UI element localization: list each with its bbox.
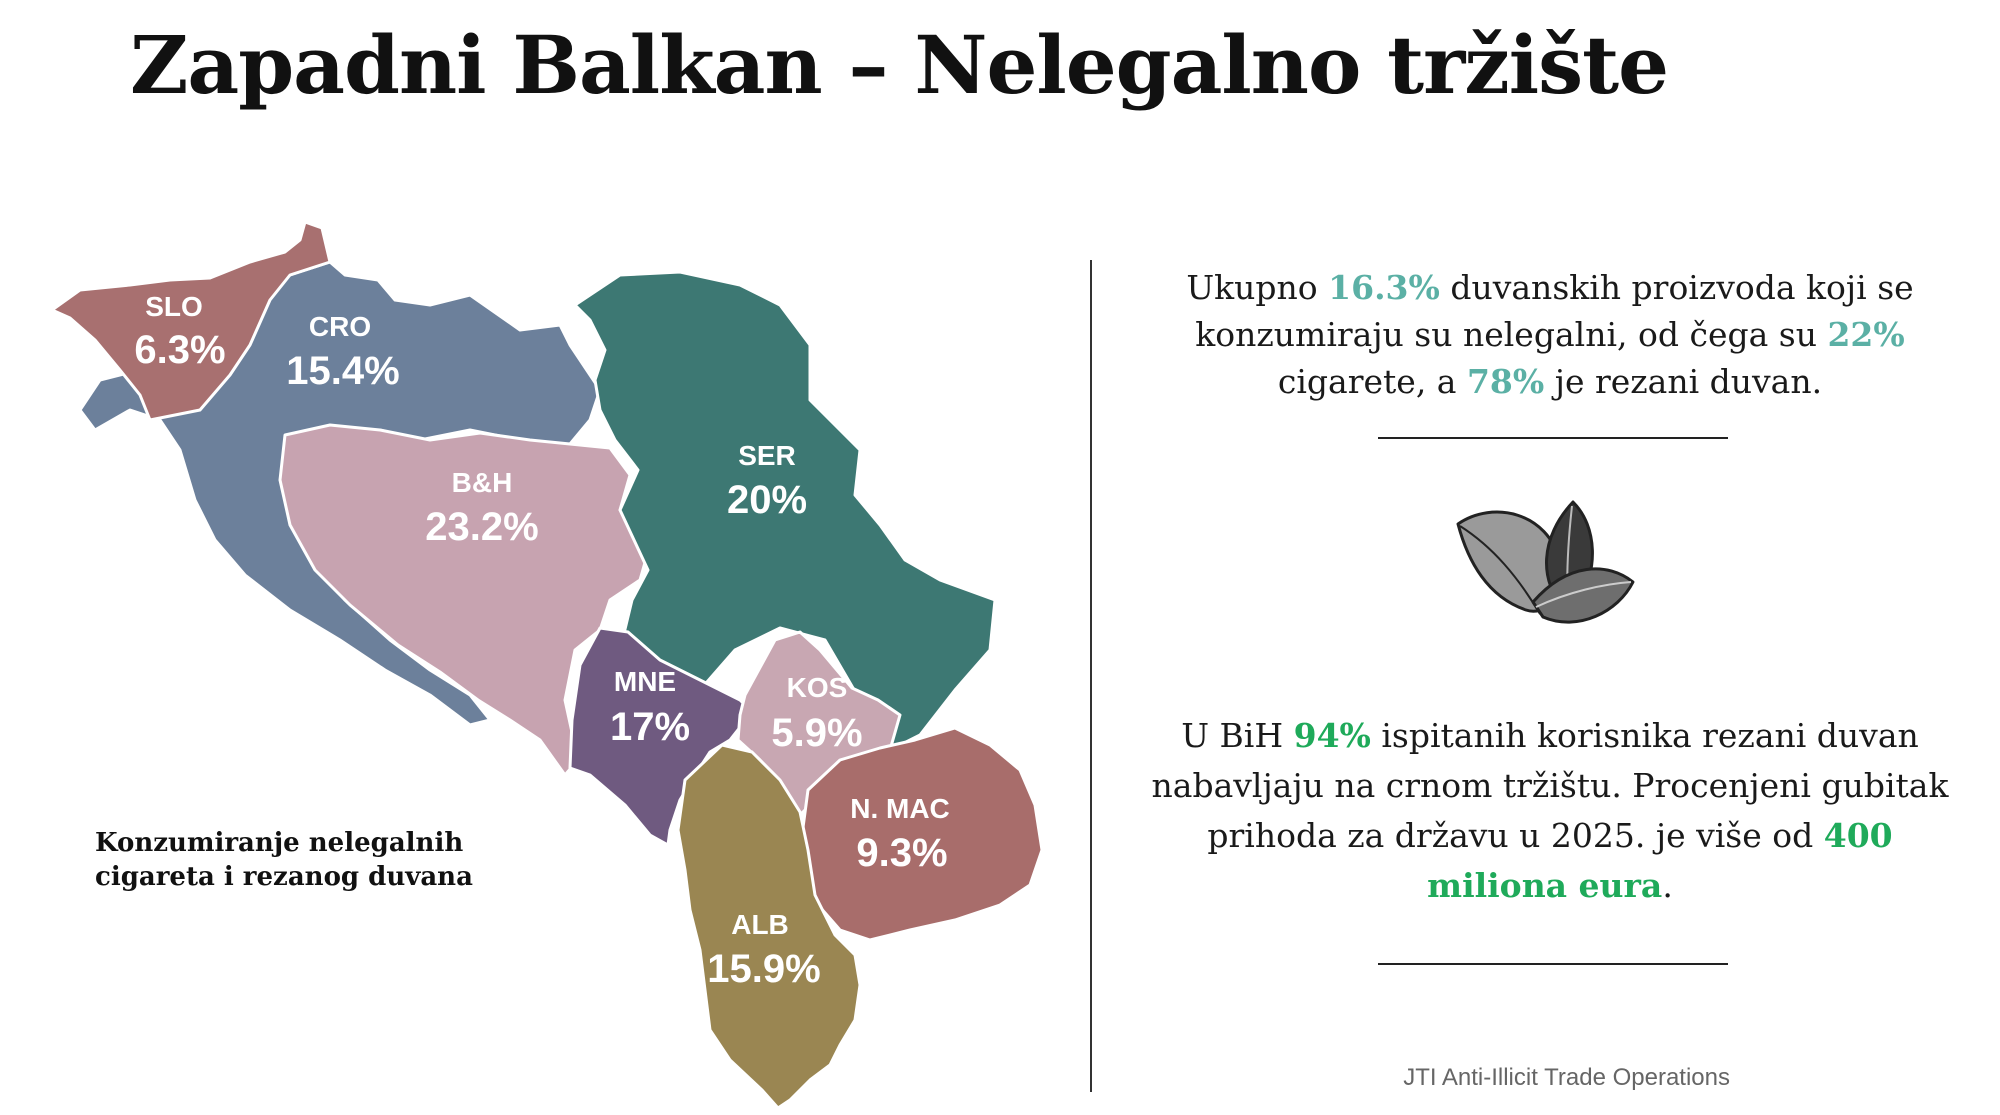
stat-bih-black-market: U BiH 94% ispitanih korisnika rezani duv… <box>1150 711 1950 911</box>
map-caption: Konzumiranje nelegalnih cigareta i rezan… <box>95 826 555 894</box>
region-slo[interactable] <box>50 220 332 422</box>
stat-total-illicit: Ukupno 16.3% duvanskih proizvoda koji se… <box>1150 264 1950 405</box>
label-mne-value: 17% <box>610 705 690 749</box>
stat2-value-share: 94% <box>1293 716 1371 755</box>
source-note: JTI Anti-Illicit Trade Operations <box>1403 1064 1730 1091</box>
stat2-text-2: ispitanih korisnika rezani duvan nabavlj… <box>1151 716 1949 855</box>
label-bih-value: 23.2% <box>425 505 538 549</box>
stat2-value-loss: 400 miliona eura <box>1427 816 1893 905</box>
divider-bottom <box>1378 963 1728 965</box>
label-slo-value: 6.3% <box>134 328 225 372</box>
label-kos-name: KOS <box>787 672 848 703</box>
label-kos-value: 5.9% <box>771 711 862 755</box>
map-labels: SLO 6.3% CRO 15.4% B&H 23.2% SER 20% MNE… <box>134 291 949 991</box>
divider-top <box>1378 437 1728 439</box>
region-bih[interactable] <box>278 423 652 777</box>
map-caption-line1: Konzumiranje nelegalnih <box>95 828 464 858</box>
label-alb-value: 15.9% <box>707 947 820 991</box>
stat1-text-2: duvanskih proizvoda koji se konzumiraju … <box>1195 268 1914 354</box>
page-title: Zapadni Balkan – Nelegalno tržište <box>130 18 1669 112</box>
map-caption-line2: cigareta i rezanog duvana <box>95 862 473 892</box>
stat1-text-4: je rezani duvan. <box>1544 362 1823 401</box>
tobacco-leaves-icon <box>1456 500 1635 624</box>
region-mne[interactable] <box>568 626 754 847</box>
vertical-divider <box>1090 260 1092 1092</box>
label-cro-value: 15.4% <box>286 349 399 393</box>
label-alb-name: ALB <box>731 909 789 940</box>
stat1-value-cigarettes: 22% <box>1827 315 1905 354</box>
label-mac-value: 9.3% <box>856 831 947 875</box>
label-mne-name: MNE <box>614 666 676 697</box>
region-alb[interactable] <box>676 743 862 1110</box>
stat1-value-total: 16.3% <box>1328 268 1440 307</box>
stat1-value-cut-tobacco: 78% <box>1466 362 1545 401</box>
label-bih-name: B&H <box>452 467 513 498</box>
label-mac-name: N. MAC <box>850 793 950 824</box>
stat2-text-3: . <box>1662 866 1673 905</box>
label-ser-name: SER <box>738 440 796 471</box>
label-cro-name: CRO <box>309 311 371 342</box>
label-ser-value: 20% <box>727 478 807 522</box>
stat1-text-1: Ukupno <box>1186 268 1329 307</box>
stat1-text-3: cigarete, a <box>1277 362 1467 401</box>
label-slo-name: SLO <box>145 291 203 322</box>
stat2-text-1: U BiH <box>1181 716 1294 755</box>
region-mac[interactable] <box>798 726 1044 942</box>
